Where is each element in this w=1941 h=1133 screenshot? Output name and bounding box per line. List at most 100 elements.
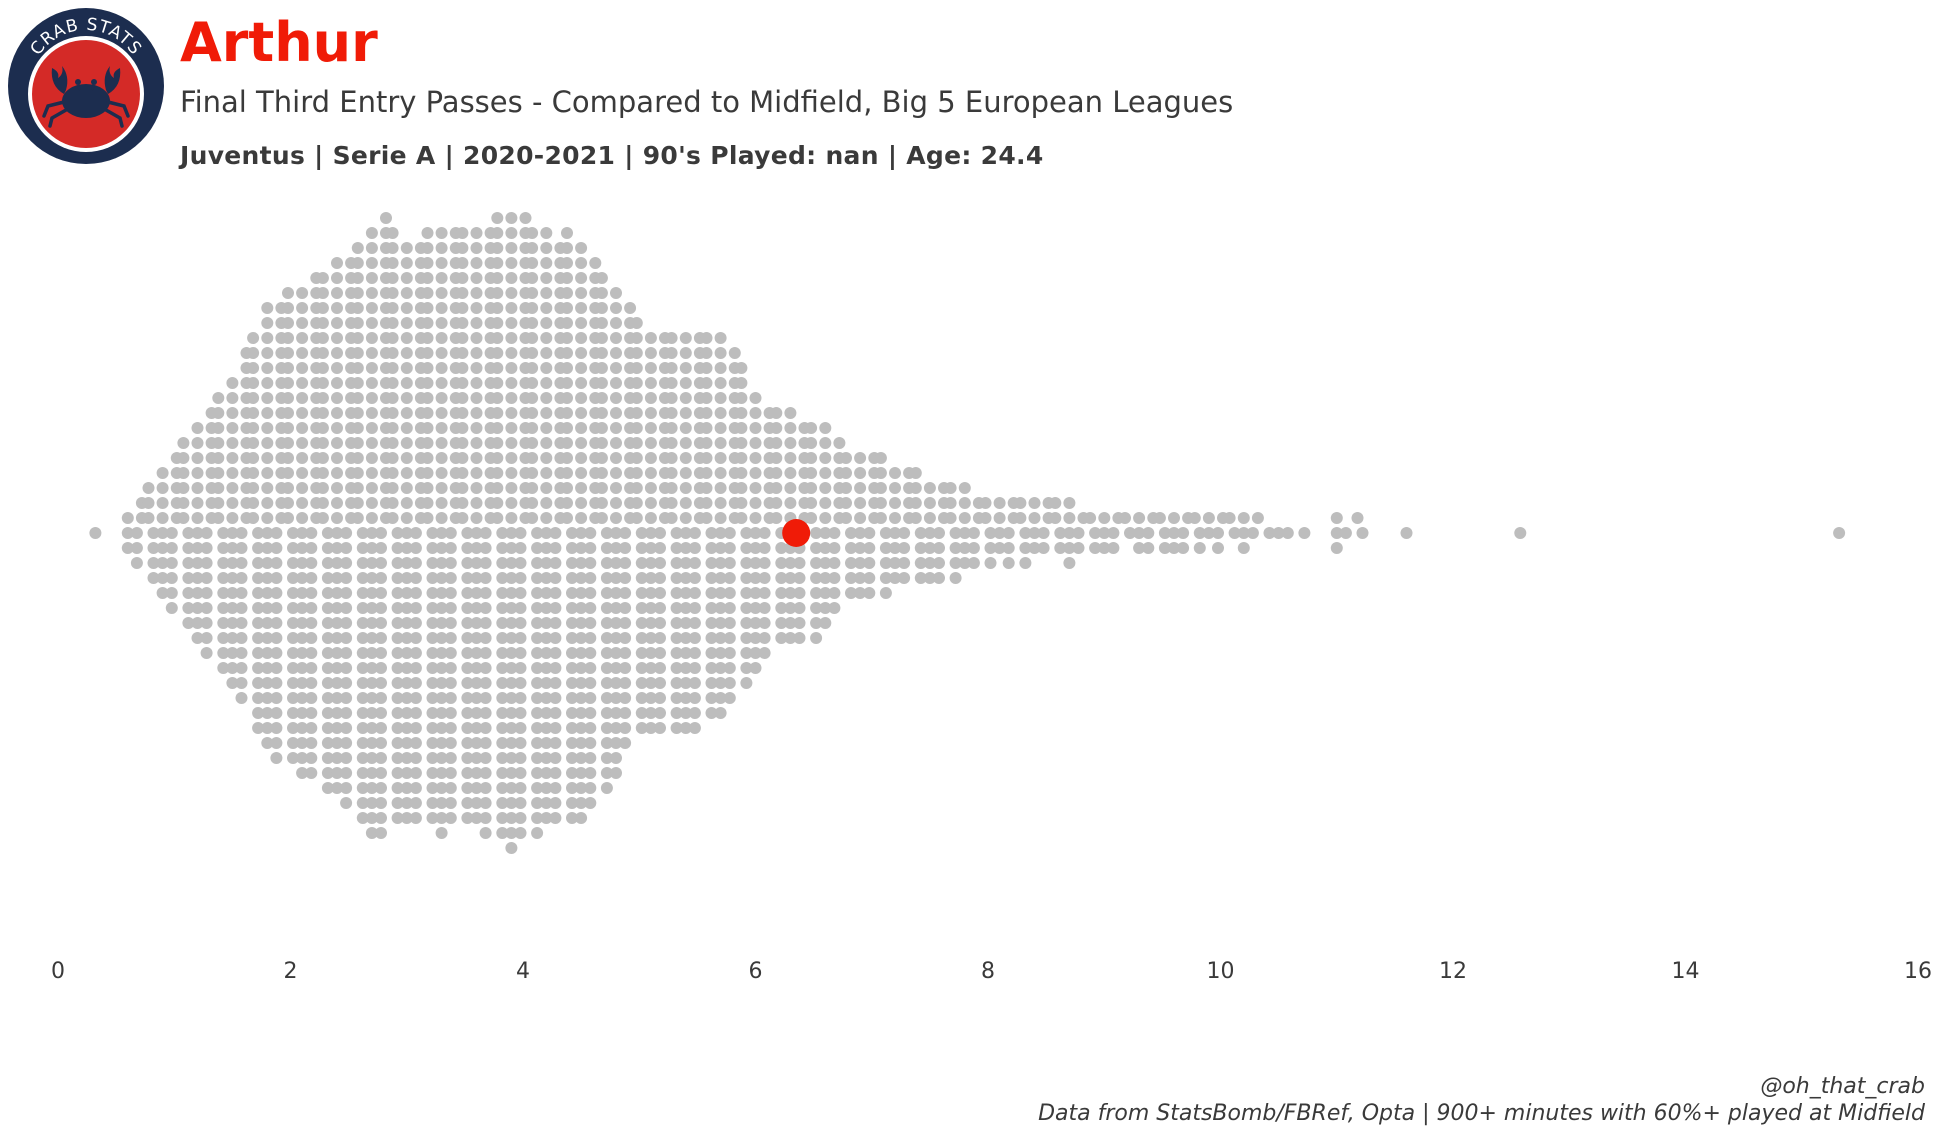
player-dot	[635, 542, 648, 554]
player-dot	[630, 347, 643, 359]
player-dot	[1514, 527, 1527, 539]
player-dot	[182, 587, 195, 599]
player-dot	[1089, 527, 1102, 539]
player-dot	[212, 452, 225, 464]
player-dot	[444, 752, 457, 764]
player-dot	[435, 332, 448, 344]
player-dot	[595, 302, 608, 314]
player-dot	[665, 392, 678, 404]
player-dot	[356, 812, 369, 824]
player-dot	[549, 572, 562, 584]
player-dot	[863, 527, 876, 539]
player-dot	[391, 767, 404, 779]
player-dot	[296, 407, 309, 419]
player-dot	[316, 407, 329, 419]
player-dot	[566, 527, 578, 539]
player-dot	[270, 602, 283, 614]
player-dot	[375, 602, 387, 614]
player-dot	[561, 437, 573, 449]
player-dot	[619, 542, 632, 554]
player-dot	[735, 422, 748, 434]
player-dot	[540, 647, 553, 659]
player-dot	[531, 572, 544, 584]
player-dot	[749, 467, 762, 479]
player-dot	[391, 782, 404, 794]
player-dot	[595, 332, 608, 344]
player-dot	[356, 527, 369, 539]
player-dot	[316, 467, 329, 479]
player-dot	[566, 677, 578, 689]
player-dot	[610, 527, 622, 539]
player-dot	[435, 227, 448, 239]
player-dot	[630, 497, 643, 509]
player-dot	[600, 722, 613, 734]
player-dot	[531, 617, 544, 629]
player-dot	[635, 662, 648, 674]
player-dot	[491, 302, 504, 314]
player-dot	[142, 512, 155, 524]
player-dot	[409, 602, 422, 614]
player-dot	[619, 737, 632, 749]
player-dot	[252, 617, 265, 629]
player-dot	[584, 602, 597, 614]
player-dot	[261, 647, 274, 659]
player-dot	[340, 572, 353, 584]
player-dot	[584, 782, 597, 794]
player-dot	[156, 497, 169, 509]
player-dot	[714, 437, 727, 449]
player-dot	[770, 452, 783, 464]
player-dot	[505, 707, 518, 719]
player-dot	[470, 767, 483, 779]
player-dot	[735, 512, 748, 524]
player-dot	[130, 557, 143, 569]
player-dot	[749, 392, 762, 404]
player-dot	[526, 392, 539, 404]
player-dot	[805, 467, 818, 479]
player-dot	[391, 677, 404, 689]
player-dot	[810, 527, 823, 539]
player-dot	[635, 722, 648, 734]
player-dot	[600, 752, 613, 764]
player-dot	[479, 557, 492, 569]
player-dot	[351, 287, 364, 299]
player-dot	[526, 302, 539, 314]
player-dot	[1019, 527, 1032, 539]
player-dot	[840, 452, 852, 464]
player-dot	[540, 767, 553, 779]
player-dot	[391, 557, 404, 569]
player-dot	[365, 827, 378, 839]
player-dot	[1153, 512, 1166, 524]
player-dot	[575, 482, 588, 494]
player-dot	[531, 662, 544, 674]
player-dot	[321, 602, 334, 614]
player-dot	[426, 632, 439, 644]
player-dot	[923, 527, 936, 539]
player-dot	[226, 632, 239, 644]
player-dot	[296, 587, 309, 599]
player-dot	[331, 527, 343, 539]
player-dot	[456, 302, 469, 314]
player-dot	[805, 497, 818, 509]
player-dot	[491, 392, 504, 404]
player-dot	[226, 617, 239, 629]
player-dot	[386, 377, 399, 389]
player-dot	[549, 812, 562, 824]
player-dot	[584, 572, 597, 584]
player-dot	[321, 617, 334, 629]
player-dot	[819, 467, 832, 479]
player-dot	[584, 677, 597, 689]
player-dot	[540, 332, 553, 344]
player-dot	[1028, 512, 1041, 524]
player-dot	[270, 722, 283, 734]
player-dot	[491, 467, 504, 479]
x-axis-ticks: 0 2 4 6 8 10 12 14 16	[51, 959, 1932, 984]
player-dot	[810, 587, 823, 599]
player-dot	[426, 767, 439, 779]
player-dot	[644, 452, 657, 464]
player-dot	[496, 557, 509, 569]
player-dot	[261, 332, 274, 344]
player-dot	[735, 377, 748, 389]
player-dot	[435, 317, 448, 329]
player-dot	[944, 512, 957, 524]
player-dot	[270, 737, 283, 749]
